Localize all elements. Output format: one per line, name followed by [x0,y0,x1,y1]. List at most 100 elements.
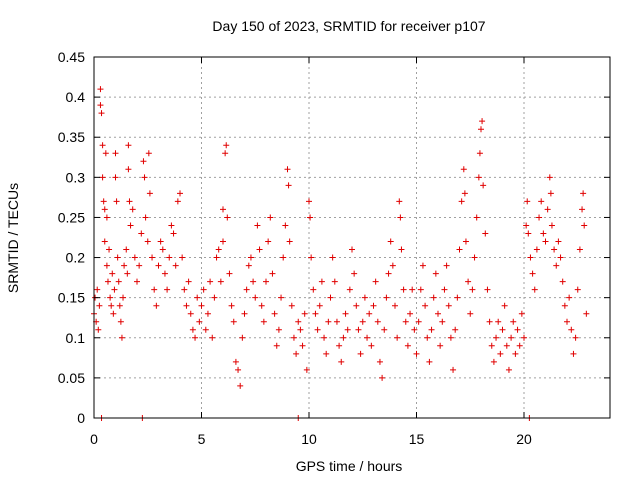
data-point-plus [108,302,115,309]
data-point-plus [269,270,276,277]
data-point-plus [226,270,233,277]
data-point-plus [237,382,244,389]
data-point-plus [297,326,304,333]
data-point-plus [475,174,482,181]
data-point-plus [260,318,267,325]
data-points [91,86,590,421]
data-point-plus [157,238,164,245]
data-point-plus [284,166,291,173]
data-point-plus [443,262,450,269]
data-point-plus [267,214,274,221]
y-tick-label: 0.1 [66,330,86,346]
data-point-plus [280,254,287,261]
data-point-plus [495,318,502,325]
data-point-plus [374,318,381,325]
data-point-plus [232,358,239,365]
data-point-plus [223,142,230,149]
data-point-plus [533,246,540,253]
data-point-plus [325,318,332,325]
data-point-plus [361,294,368,301]
data-point-plus [364,334,371,341]
data-point-plus [514,326,521,333]
data-point-plus [508,334,515,341]
data-point-plus [383,294,390,301]
data-point-plus [336,342,343,349]
data-point-plus [301,310,308,317]
data-point-plus [102,150,109,157]
data-point-plus [101,206,108,213]
data-point-plus [329,254,336,261]
data-point-plus [164,286,171,293]
data-point-plus [103,214,110,221]
data-point-plus [215,246,222,253]
data-point-plus [224,214,231,221]
data-point-plus [583,310,590,317]
data-point-plus [490,358,497,365]
data-point-plus [460,166,467,173]
data-point-plus [196,318,203,325]
data-point-plus [387,238,394,245]
data-point-plus [351,270,358,277]
data-point-plus [263,278,269,285]
plot-frame [93,56,611,419]
data-point-plus [194,294,201,301]
data-point-plus [211,294,218,301]
data-point-plus [331,278,338,285]
data-point-plus [542,238,549,245]
data-point-plus [493,334,500,341]
data-point-plus [409,286,416,293]
data-point-plus [282,222,289,229]
data-point-plus [181,286,188,293]
x-tick-label: 0 [90,431,98,447]
data-point-plus [316,302,323,309]
data-point-plus [314,326,321,333]
data-point-plus [153,302,160,309]
data-point-plus [103,262,110,269]
y-tick-labels: 0 0.05 0.1 0.15 0.2 0.25 0.3 0.35 0.4 0.45 [58,49,85,426]
data-point-plus [151,286,158,293]
data-point-plus [473,214,480,221]
data-point-plus [381,326,388,333]
data-point-plus [366,310,373,317]
data-point-plus [510,318,517,325]
data-point-plus [217,278,224,285]
data-point-plus [505,366,512,373]
data-point-plus [389,262,396,269]
data-point-plus [353,302,360,309]
data-point-plus [564,318,570,325]
data-point-plus [168,222,175,229]
data-point-plus [172,262,179,269]
data-point-plus [478,126,484,133]
x-tick-label: 10 [301,431,317,447]
data-point-plus [454,294,461,301]
data-point-plus [166,254,173,261]
data-point-plus [241,310,248,317]
data-point-plus [99,142,106,149]
data-point-plus [400,286,407,293]
data-point-plus [547,190,554,197]
data-point-plus [265,238,272,245]
data-point-plus [357,350,364,357]
data-point-plus [355,326,362,333]
data-point-plus [192,334,199,341]
data-point-plus [359,318,366,325]
data-point-plus [531,286,538,293]
data-point-plus [101,238,108,245]
data-point-plus [553,262,560,269]
data-point-plus [275,326,282,333]
data-point-plus [521,334,527,341]
data-point-plus [581,222,588,229]
data-point-plus [503,342,510,349]
data-point-plus [368,342,375,349]
data-point-plus [293,350,300,357]
data-point-plus [109,270,116,277]
data-point-plus [306,198,312,205]
data-point-plus [100,198,107,205]
data-point-plus [136,262,143,269]
data-point-plus [312,310,319,317]
data-point-plus [308,254,315,261]
data-point-plus [338,358,345,365]
data-point-plus [113,198,120,205]
data-point-plus [202,326,209,333]
